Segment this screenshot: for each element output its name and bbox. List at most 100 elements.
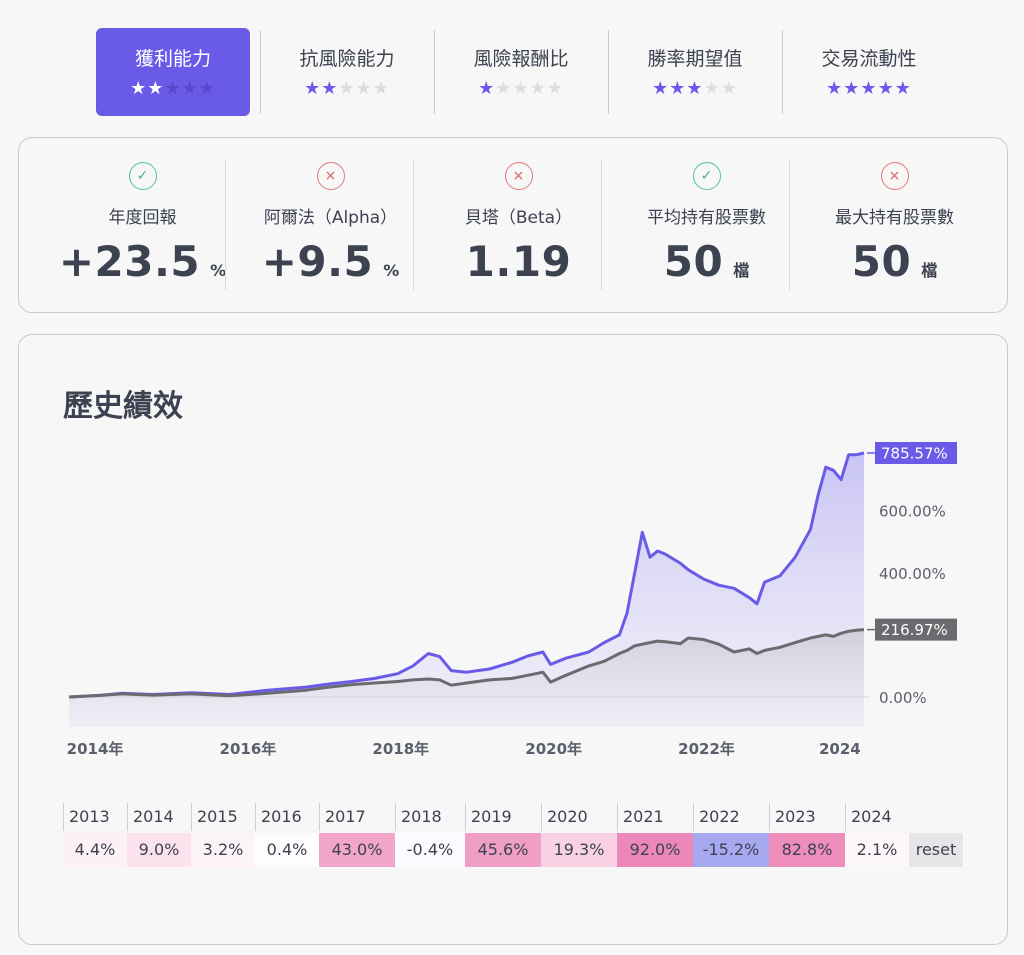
star-empty-icon: ★ <box>529 78 547 99</box>
tab-divider <box>434 30 435 114</box>
year-separator <box>845 803 846 831</box>
star-empty-icon: ★ <box>703 78 721 99</box>
metric-unit: 檔 <box>733 261 750 280</box>
year-return: 45.6% <box>465 833 541 867</box>
y-tick-label: 0.00% <box>879 689 927 707</box>
star-rating: ★★★★★ <box>96 79 250 99</box>
year-cell-2018[interactable]: 2018 -0.4% <box>395 803 465 873</box>
year-return: 92.0% <box>617 833 693 867</box>
year-label: 2015 <box>197 807 238 826</box>
year-return: 2.1% <box>845 833 909 867</box>
tab-divider <box>260 30 261 114</box>
year-label: 2023 <box>775 807 816 826</box>
metrics-card: ✓ 年度回報 +23.5% × 阿爾法（Alpha） +9.5% × 貝塔（Beta） 1.19… <box>18 137 1008 313</box>
metric-value: +23.5% <box>49 237 236 287</box>
reset-button[interactable]: reset <box>909 833 963 867</box>
year-cell-2024[interactable]: 2024 2.1% <box>845 803 909 873</box>
star-filled-icon: ★ <box>147 78 165 99</box>
star-filled-icon: ★ <box>877 78 895 99</box>
year-separator <box>465 803 466 831</box>
year-separator <box>617 803 618 831</box>
series-2-end-label: 216.97% <box>881 621 948 639</box>
x-circle-icon: × <box>316 162 345 190</box>
year-return: 3.2% <box>191 833 255 867</box>
star-rating: ★★★★★ <box>270 79 424 99</box>
tab-divider <box>782 30 783 114</box>
tab-label: 風險報酬比 <box>473 48 569 70</box>
check-circle-icon: ✓ <box>128 162 157 190</box>
series-2-end-label-bg <box>875 618 957 641</box>
x-tick-label: 2020年 <box>525 740 582 758</box>
metric-value: +9.5% <box>237 237 424 287</box>
star-filled-icon: ★ <box>826 78 844 99</box>
star-empty-icon: ★ <box>181 78 199 99</box>
star-empty-icon: ★ <box>720 78 738 99</box>
series-2-area <box>69 629 864 727</box>
metric-number: 1.19 <box>465 237 572 286</box>
tab-3[interactable]: 風險報酬比 ★★★★★ <box>444 28 598 116</box>
star-filled-icon: ★ <box>652 78 670 99</box>
star-filled-icon: ★ <box>843 78 861 99</box>
rating-tabs: 獲利能力 ★★★★★ 抗風險能力 ★★★★★ 風險報酬比 ★★★★★ 勝率期望值 ★★★★★ 交… <box>78 28 948 116</box>
year-cell-2022[interactable]: 2022 -15.2% <box>693 803 769 873</box>
star-empty-icon: ★ <box>546 78 564 99</box>
star-rating: ★★★★★ <box>792 79 946 99</box>
series-1-end-label: 785.57% <box>881 445 948 463</box>
year-cell-2021[interactable]: 2021 92.0% <box>617 803 693 873</box>
metric-value: 1.19 <box>425 237 612 287</box>
metric-divider <box>601 160 602 290</box>
year-cell-2014[interactable]: 2014 9.0% <box>127 803 191 873</box>
star-empty-icon: ★ <box>355 78 373 99</box>
performance-chart: 0.00% 400.00% 600.00% 785.57% 216.97% 2014年 20… <box>67 442 957 758</box>
year-cell-2019[interactable]: 2019 45.6% <box>465 803 541 873</box>
x-tick-label: 2018年 <box>372 740 429 758</box>
year-label: 2018 <box>401 807 442 826</box>
year-return: 82.8% <box>769 833 845 867</box>
year-label: 2016 <box>261 807 302 826</box>
star-empty-icon: ★ <box>495 78 513 99</box>
year-cell-2013[interactable]: 2013 4.4% <box>63 803 127 873</box>
metric-5: × 最大持有股票數 50 檔 <box>801 138 988 314</box>
metric-divider <box>225 160 226 290</box>
tab-5[interactable]: 交易流動性 ★★★★★ <box>792 28 946 116</box>
metric-label: 阿爾法（Alpha） <box>263 208 398 228</box>
year-separator <box>693 803 694 831</box>
year-cell-2016[interactable]: 2016 0.4% <box>255 803 319 873</box>
metric-divider <box>413 160 414 290</box>
tab-4[interactable]: 勝率期望值 ★★★★★ <box>618 28 772 116</box>
tab-divider <box>608 30 609 114</box>
year-separator <box>319 803 320 831</box>
metric-label: 貝塔（Beta） <box>464 208 573 228</box>
year-return: -15.2% <box>693 833 769 867</box>
year-separator <box>255 803 256 831</box>
year-separator <box>63 803 64 831</box>
year-cell-2017[interactable]: 2017 43.0% <box>319 803 395 873</box>
tab-label: 抗風險能力 <box>299 48 395 70</box>
year-label: 2017 <box>325 807 366 826</box>
tab-label: 勝率期望值 <box>647 48 743 70</box>
year-label: 2014 <box>133 807 174 826</box>
tab-1[interactable]: 獲利能力 ★★★★★ <box>96 28 250 116</box>
year-label: 2024 <box>851 807 892 826</box>
star-filled-icon: ★ <box>860 78 878 99</box>
star-filled-icon: ★ <box>686 78 704 99</box>
series-2-line <box>68 628 865 699</box>
star-empty-icon: ★ <box>198 78 216 99</box>
year-cell-2015[interactable]: 2015 3.2% <box>191 803 255 873</box>
tab-2[interactable]: 抗風險能力 ★★★★★ <box>270 28 424 116</box>
star-filled-icon: ★ <box>669 78 687 99</box>
metric-label: 平均持有股票數 <box>647 208 766 228</box>
year-separator <box>769 803 770 831</box>
history-title: 歷史績效 <box>63 389 183 424</box>
x-tick-label: 2024 <box>819 740 861 758</box>
year-return: 0.4% <box>255 833 319 867</box>
series-1-end-label-bg <box>875 442 957 464</box>
year-cell-2020[interactable]: 2020 19.3% <box>541 803 617 873</box>
series-1-line <box>68 451 865 699</box>
metric-unit: 檔 <box>921 261 938 280</box>
year-cell-2023[interactable]: 2023 82.8% <box>769 803 845 873</box>
year-separator <box>541 803 542 831</box>
year-label: 2020 <box>547 807 588 826</box>
year-label: 2021 <box>623 807 664 826</box>
year-return: 43.0% <box>319 833 395 867</box>
